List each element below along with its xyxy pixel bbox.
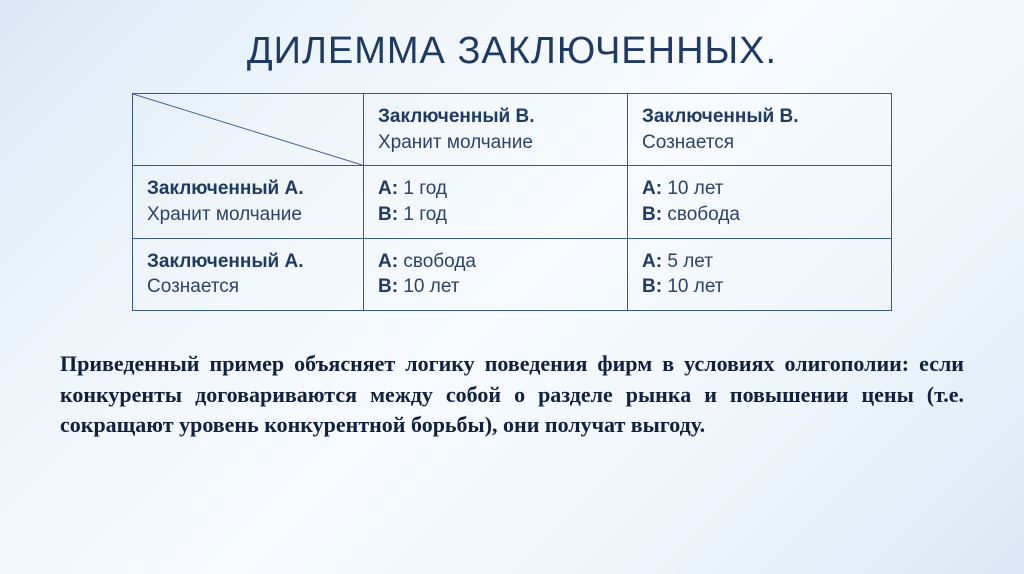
c12-b-label: B: <box>642 204 662 225</box>
table-container: Заключенный В. Хранит молчание Заключенн… <box>0 93 1024 331</box>
col-header-b-silent: Заключенный В. Хранит молчание <box>364 94 628 166</box>
c22-b-label: B: <box>642 276 662 297</box>
c12-a-label: A: <box>642 178 662 199</box>
slide-title: ДИЛЕММА ЗАКЛЮЧЕННЫХ. <box>0 0 1024 93</box>
c22-a-val: 5 лет <box>667 251 713 272</box>
c22-b-val: 10 лет <box>667 276 723 297</box>
row-a1-name: Заключенный А. <box>147 178 304 199</box>
col-b1-name: Заключенный В. <box>378 106 535 127</box>
c11-a-val: 1 год <box>403 178 447 199</box>
c12-b-val: свобода <box>667 204 740 225</box>
row-a1-action: Хранит молчание <box>147 204 302 225</box>
c22-a-label: A: <box>642 251 662 272</box>
row-a2-action: Сознается <box>147 276 239 297</box>
cell-a1-b2: A: 10 лет B: свобода <box>628 166 892 238</box>
c11-a-label: A: <box>378 178 398 199</box>
c12-a-val: 10 лет <box>667 178 723 199</box>
c21-a-label: A: <box>378 251 398 272</box>
row-header-a-confess: Заключенный А. Сознается <box>133 238 364 310</box>
col-header-b-confess: Заключенный В. Сознается <box>628 94 892 166</box>
explanation-paragraph: Приведенный пример объясняет логику пове… <box>0 331 1024 441</box>
c11-b-label: B: <box>378 204 398 225</box>
table-corner-diagonal <box>133 94 364 166</box>
c21-b-val: 10 лет <box>403 276 459 297</box>
row-header-a-silent: Заключенный А. Хранит молчание <box>133 166 364 238</box>
cell-a2-b2: A: 5 лет B: 10 лет <box>628 238 892 310</box>
c21-b-label: B: <box>378 276 398 297</box>
col-b2-action: Сознается <box>642 132 734 153</box>
cell-a2-b1: A: свобода B: 10 лет <box>364 238 628 310</box>
row-a2-name: Заключенный А. <box>147 251 304 272</box>
c21-a-val: свобода <box>403 251 476 272</box>
cell-a1-b1: A: 1 год B: 1 год <box>364 166 628 238</box>
payoff-table: Заключенный В. Хранит молчание Заключенн… <box>132 93 892 311</box>
c11-b-val: 1 год <box>403 204 447 225</box>
col-b2-name: Заключенный В. <box>642 106 799 127</box>
col-b1-action: Хранит молчание <box>378 132 533 153</box>
